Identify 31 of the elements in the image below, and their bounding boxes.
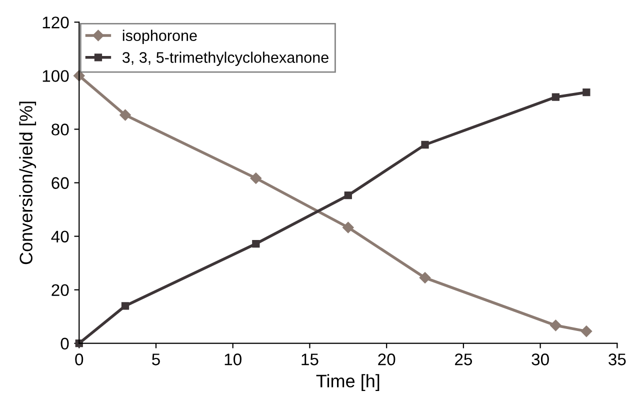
point <box>342 222 354 234</box>
x-tick-label: 5 <box>152 354 160 366</box>
x-tick-label: 10 <box>224 354 242 366</box>
point <box>250 172 262 184</box>
x-axis-title: Time [h] <box>316 374 380 391</box>
y-tick-label: 60 <box>52 177 69 189</box>
y-tick-label: 80 <box>52 124 69 136</box>
x-tick-label: 0 <box>75 354 84 366</box>
point <box>582 88 590 96</box>
point <box>419 272 431 284</box>
y-tick-label: 0 <box>60 338 69 350</box>
x-tick-label: 25 <box>455 354 472 366</box>
y-axis-title: Conversion/yield [%] <box>19 102 36 264</box>
y-tick-label: 120 <box>42 16 69 28</box>
point <box>580 326 592 337</box>
y-tick-label: 40 <box>51 230 69 242</box>
x-tick-label: 30 <box>532 354 549 366</box>
point <box>252 240 260 248</box>
point <box>344 192 352 200</box>
x-tick-label: 35 <box>608 354 626 366</box>
point <box>421 140 429 149</box>
y-tick-label: 20 <box>52 284 69 296</box>
point <box>552 93 560 101</box>
point <box>121 302 130 310</box>
legend-label: 3, 3, 5-trimethylcyclohexanone <box>122 52 328 66</box>
y-tick-label: 100 <box>42 70 69 82</box>
point <box>550 320 562 332</box>
point <box>120 109 131 121</box>
x-tick-label: 20 <box>378 354 396 366</box>
legend-label: isophorone <box>122 30 197 44</box>
x-tick-label: 15 <box>302 354 318 366</box>
